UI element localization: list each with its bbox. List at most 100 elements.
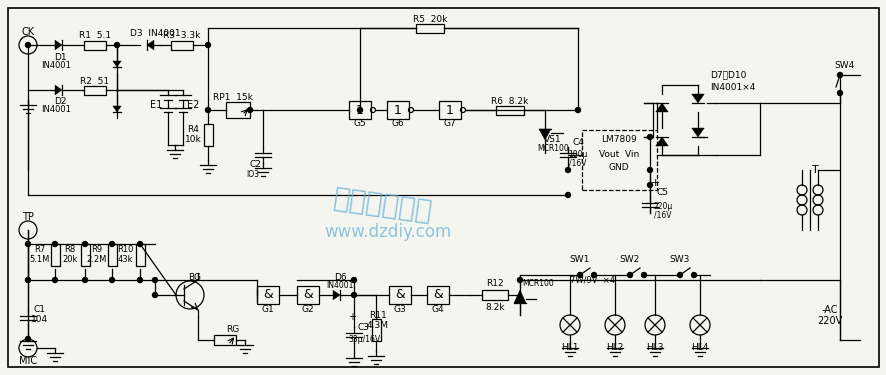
Circle shape (82, 242, 88, 246)
Polygon shape (113, 106, 121, 112)
Bar (108, 244, 117, 266)
Bar (84, 86, 106, 95)
Text: 100μ: 100μ (568, 150, 587, 159)
Circle shape (626, 273, 632, 278)
Circle shape (52, 278, 58, 282)
Text: R2  51: R2 51 (81, 76, 110, 86)
Bar (416, 24, 444, 33)
Text: G3: G3 (393, 304, 406, 313)
Bar (84, 41, 106, 50)
Bar (386, 101, 408, 119)
Text: 4.3M: 4.3M (367, 321, 389, 330)
Bar (51, 244, 60, 266)
Text: C4: C4 (571, 138, 583, 147)
Circle shape (647, 135, 652, 140)
Text: E2: E2 (187, 100, 199, 110)
Circle shape (647, 183, 652, 188)
Circle shape (26, 278, 30, 282)
Bar (226, 102, 250, 118)
Text: 1: 1 (355, 104, 363, 117)
Text: T: T (811, 165, 818, 175)
Bar (481, 290, 508, 300)
Polygon shape (113, 61, 121, 67)
Bar (297, 286, 319, 304)
Bar (257, 286, 279, 304)
Text: 33μ/16V: 33μ/16V (347, 336, 379, 345)
Bar (171, 41, 193, 50)
Circle shape (137, 278, 143, 282)
Bar (439, 101, 461, 119)
Text: -AC: -AC (820, 305, 837, 315)
Circle shape (137, 242, 143, 246)
Circle shape (575, 108, 579, 112)
Text: IN4001: IN4001 (326, 280, 354, 290)
Circle shape (206, 108, 210, 112)
Text: R7: R7 (35, 246, 45, 255)
Polygon shape (655, 137, 667, 146)
Text: /16V: /16V (569, 159, 586, 168)
Text: HL2: HL2 (606, 342, 623, 351)
Circle shape (52, 242, 58, 246)
Text: 1: 1 (446, 104, 454, 117)
Text: IN4001: IN4001 (41, 105, 71, 114)
Text: D2: D2 (54, 98, 66, 106)
Polygon shape (332, 290, 339, 300)
Text: SW1: SW1 (569, 255, 589, 264)
Bar (136, 244, 144, 266)
Text: MIC: MIC (19, 356, 37, 366)
Circle shape (517, 278, 522, 282)
Text: D7～D10: D7～D10 (709, 70, 745, 80)
Circle shape (357, 108, 362, 112)
Text: C3: C3 (358, 322, 369, 332)
Bar (371, 319, 381, 341)
Text: BG: BG (189, 273, 201, 282)
Circle shape (247, 108, 253, 112)
Text: R12: R12 (486, 279, 503, 288)
Circle shape (647, 168, 652, 172)
Text: 10k: 10k (184, 135, 201, 144)
Text: 2.2M: 2.2M (87, 255, 107, 264)
Text: G1: G1 (261, 304, 274, 313)
Text: R8: R8 (65, 246, 75, 255)
Text: IN4001: IN4001 (41, 60, 71, 69)
Text: SW4: SW4 (834, 60, 854, 69)
Text: R11: R11 (369, 310, 386, 320)
Polygon shape (539, 129, 550, 140)
Circle shape (109, 278, 114, 282)
Bar (348, 101, 370, 119)
Text: RP1  15k: RP1 15k (213, 93, 253, 102)
Text: &: & (432, 288, 442, 302)
Text: +: + (649, 178, 659, 188)
Text: 43k: 43k (117, 255, 133, 264)
Text: MCR100: MCR100 (537, 144, 568, 153)
Polygon shape (655, 103, 667, 112)
Polygon shape (55, 85, 62, 95)
Bar (214, 335, 236, 345)
Bar (495, 106, 524, 115)
Text: C5: C5 (657, 189, 668, 198)
Polygon shape (147, 40, 154, 50)
Circle shape (577, 273, 582, 278)
Text: CK: CK (21, 27, 35, 37)
Circle shape (641, 273, 646, 278)
Polygon shape (691, 128, 703, 137)
Bar (426, 286, 448, 304)
Text: R4: R4 (187, 126, 198, 135)
Text: +: + (347, 312, 355, 322)
Circle shape (677, 273, 681, 278)
Text: G4: G4 (431, 304, 444, 313)
Text: &: & (394, 288, 404, 302)
Text: D6: D6 (333, 273, 346, 282)
Text: E1: E1 (150, 100, 162, 110)
Text: R5  20k: R5 20k (412, 15, 447, 24)
Polygon shape (513, 290, 525, 303)
Text: MCR100: MCR100 (522, 279, 553, 288)
Text: &: & (263, 288, 273, 302)
Circle shape (836, 90, 842, 96)
Text: www.dzdiy.com: www.dzdiy.com (324, 223, 451, 241)
Text: GND: GND (608, 164, 628, 172)
Circle shape (26, 336, 30, 342)
Circle shape (152, 278, 158, 282)
Text: C1: C1 (34, 306, 46, 315)
Circle shape (152, 292, 158, 297)
